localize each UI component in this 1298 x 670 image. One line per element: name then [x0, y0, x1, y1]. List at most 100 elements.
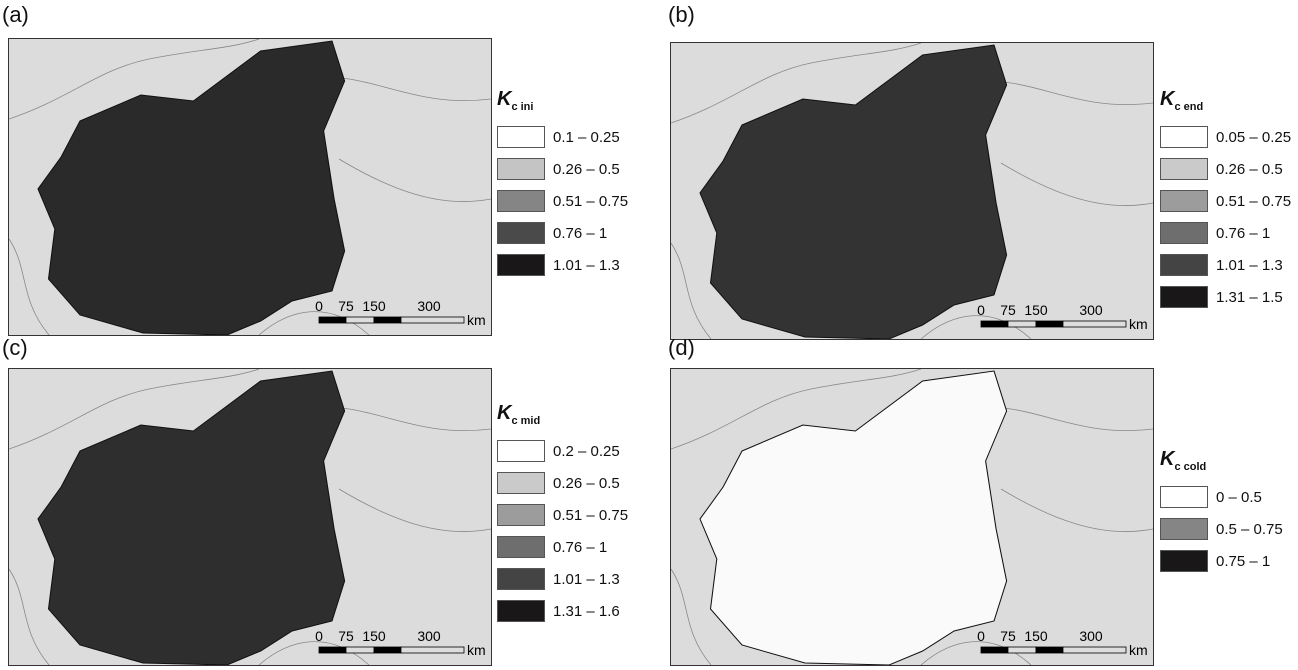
legend-subscript: c mid	[511, 415, 540, 427]
border-line	[9, 569, 49, 665]
scale-label: 75	[1000, 628, 1016, 644]
scale-label: 0	[977, 302, 985, 318]
border-line	[1001, 489, 1153, 532]
legend: Kc ini 0.1 – 0.25 0.26 – 0.5 0.51 – 0.75 0.7…	[497, 88, 628, 281]
study-area	[38, 41, 345, 335]
figure: {"panels": [ {"label": "(a)", "legend": …	[0, 0, 1298, 667]
legend-swatch	[497, 254, 545, 276]
legend: Kc end0.05 – 0.250.26 – 0.50.51 – 0.750.…	[1160, 88, 1291, 313]
legend-item: 0.75 – 1	[1160, 545, 1283, 577]
legend-swatch	[497, 536, 545, 558]
scale-label: 0	[315, 628, 323, 644]
scale-label: 150	[362, 628, 386, 644]
legend-swatch	[1160, 518, 1208, 540]
map-frame: 075150300km	[670, 368, 1154, 666]
legend-item: 0.1 – 0.25	[497, 121, 628, 153]
legend-title: Kc mid	[497, 402, 628, 427]
legend-symbol: K	[1160, 448, 1174, 470]
scale-segment	[346, 647, 374, 653]
study-area	[700, 45, 1007, 339]
region	[38, 41, 345, 335]
legend-subscript: c ini	[511, 101, 533, 113]
scale-segment	[401, 647, 464, 653]
scale-label: 0	[977, 628, 985, 644]
scale-segment	[374, 647, 401, 653]
scale-label: 150	[1024, 628, 1048, 644]
panel-label: (c)	[2, 335, 28, 361]
scale-segment	[374, 317, 401, 323]
legend-swatch	[497, 600, 545, 622]
legend-item: 0 – 0.5	[1160, 481, 1283, 513]
legend-swatch	[1160, 550, 1208, 572]
legend-symbol: K	[1160, 88, 1174, 110]
legend-item: 1.31 – 1.6	[497, 595, 628, 627]
region	[700, 45, 1007, 339]
scale-unit: km	[467, 312, 486, 328]
legend-label: 0.26 – 0.5	[553, 475, 620, 492]
scale-label: 300	[417, 298, 441, 314]
legend-label: 0.2 – 0.25	[553, 443, 620, 460]
legend-label: 1.31 – 1.5	[1216, 289, 1283, 306]
legend-item: 0.26 – 0.5	[497, 153, 628, 185]
scale-label: 150	[1024, 302, 1048, 318]
legend-item: 0.76 – 1	[1160, 217, 1291, 249]
study-area	[700, 371, 1007, 665]
legend-label: 1.01 – 1.3	[553, 257, 620, 274]
scale-label: 300	[1079, 302, 1103, 318]
scale-segment	[981, 321, 1008, 327]
study-area	[38, 371, 345, 665]
legend-item: 0.51 – 0.75	[497, 185, 628, 217]
region	[700, 371, 1007, 665]
legend-swatch	[1160, 486, 1208, 508]
legend-label: 0.26 – 0.5	[1216, 161, 1283, 178]
legend-subscript: c end	[1174, 101, 1203, 113]
border-line	[671, 243, 711, 339]
scale-unit: km	[467, 642, 486, 658]
legend-label: 0.75 – 1	[1216, 553, 1270, 570]
border-line	[339, 489, 491, 532]
legend-subscript: c cold	[1174, 461, 1206, 473]
panel-label: (b)	[668, 2, 695, 28]
map-frame: 0 75 150 300 km	[670, 42, 1154, 340]
border-line	[9, 239, 49, 335]
scale-segment	[1063, 647, 1126, 653]
legend-label: 0.76 – 1	[553, 225, 607, 242]
legend-item: 0.51 – 0.75	[1160, 185, 1291, 217]
legend-title: Kc end	[1160, 88, 1291, 113]
map-frame: 075150300km	[8, 368, 492, 666]
legend-item: 0.26 – 0.5	[497, 467, 628, 499]
legend-swatch	[1160, 286, 1208, 308]
legend-label: 0 – 0.5	[1216, 489, 1262, 506]
legend-label: 1.01 – 1.3	[1216, 257, 1283, 274]
scale-label: 300	[1079, 628, 1103, 644]
legend-label: 0.76 – 1	[1216, 225, 1270, 242]
legend-swatch	[1160, 254, 1208, 276]
scale-label: 75	[1000, 302, 1016, 318]
legend-swatch	[1160, 126, 1208, 148]
map: 075150300km	[9, 369, 491, 665]
scale-segment	[401, 317, 464, 323]
legend-swatch	[497, 158, 545, 180]
border-line	[671, 569, 711, 665]
legend-label: 0.76 – 1	[553, 539, 607, 556]
legend-swatch	[497, 126, 545, 148]
legend-item: 1.31 – 1.5	[1160, 281, 1291, 313]
legend-symbol: K	[497, 88, 511, 110]
scale-segment	[1063, 321, 1126, 327]
map: 075150300km	[671, 369, 1153, 665]
legend-item: 0.76 – 1	[497, 217, 628, 249]
legend-item: 1.01 – 1.3	[1160, 249, 1291, 281]
map: 0 75 150 300 km	[671, 43, 1153, 339]
scale-label: 75	[338, 628, 354, 644]
legend-swatch	[497, 568, 545, 590]
scale-segment	[981, 647, 1008, 653]
legend-label: 0.26 – 0.5	[553, 161, 620, 178]
legend-title: Kc cold	[1160, 448, 1283, 473]
legend-item: 0.26 – 0.5	[1160, 153, 1291, 185]
scale-unit: km	[1129, 316, 1148, 332]
scale-segment	[319, 317, 346, 323]
legend-label: 0.51 – 0.75	[1216, 193, 1291, 210]
